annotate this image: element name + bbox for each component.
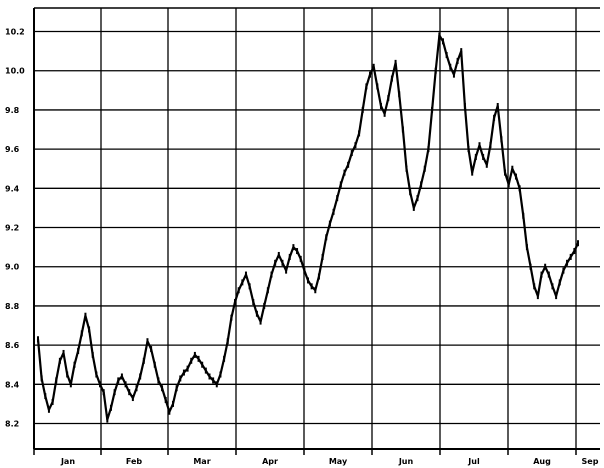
x-tick-label-jul: Jul [467,457,480,466]
y-tick-label: 8.4 [5,380,20,389]
x-tick-label-sep: Sep [582,457,599,466]
x-tick-label-may: May [329,457,348,466]
horizontal-gridlines [34,30,600,425]
y-tick-label: 8.6 [5,341,20,350]
vertical-gridlines [100,8,577,449]
y-tick-label: 8.8 [5,302,20,311]
y-tick-label: 9.8 [5,106,20,115]
x-tick-label-jan: Jan [60,457,75,466]
y-tick-label: 10.0 [5,67,25,76]
x-tick-label-jun: Jun [398,457,414,466]
y-tick-label: 9.6 [5,145,20,154]
y-tick-label: 9.2 [5,224,19,233]
y-tick-label: 10.2 [5,28,25,37]
price-series [36,32,579,423]
x-tick-label-feb: Feb [126,457,143,466]
x-tick-label-mar: Mar [193,457,210,466]
axes [33,7,600,450]
x-tick-marks [33,449,577,455]
x-tick-label-aug: Aug [533,457,551,466]
x-tick-labels: Jan Feb Mar Apr May Jun Jul Aug Sep [60,457,599,466]
y-tick-label: 8.2 [5,420,19,429]
y-tick-label: 9.4 [5,184,20,193]
y-tick-label: 9.0 [5,263,20,272]
y-tick-labels: 10.2 10.0 9.8 9.6 9.4 9.2 9.0 8.8 8.6 8.4 8.2 [5,28,25,429]
x-tick-label-apr: Apr [262,457,278,466]
